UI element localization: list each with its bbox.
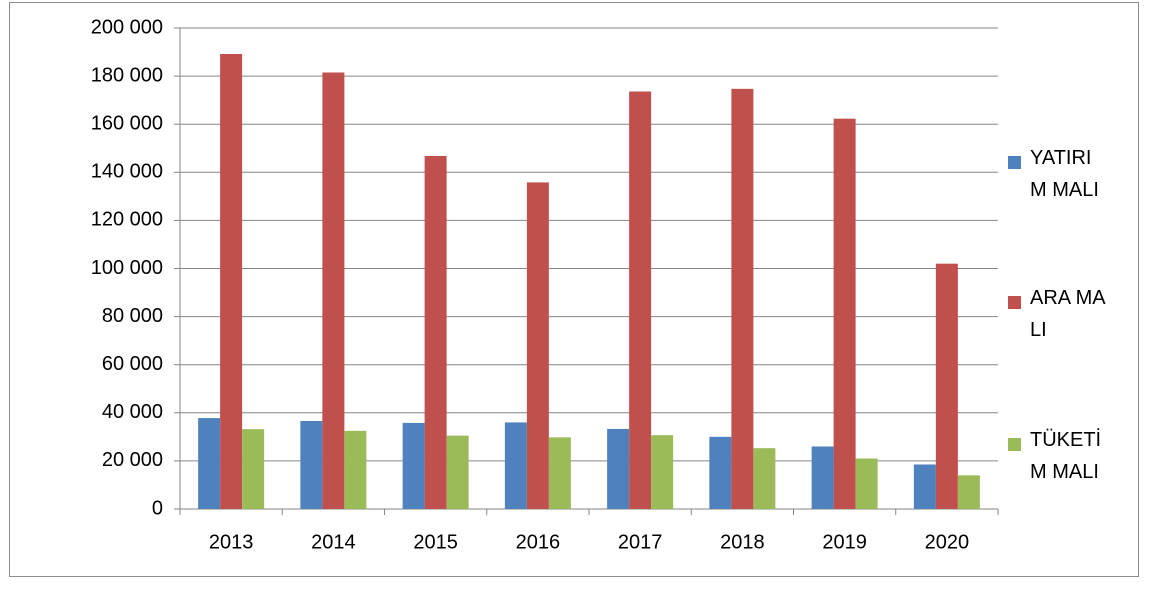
legend-swatch — [1008, 438, 1021, 451]
legend-label: TÜKETİM MALI — [1030, 429, 1102, 483]
x-tick-label: 2017 — [618, 531, 663, 553]
bar — [629, 91, 652, 509]
x-tick-label: 2014 — [311, 531, 356, 553]
x-tick-label: 2018 — [720, 531, 765, 553]
bar — [322, 72, 345, 510]
bar — [913, 464, 936, 509]
legend-swatch — [1008, 296, 1021, 309]
chart-frame — [9, 2, 1139, 577]
x-tick-label: 2016 — [516, 531, 561, 553]
bar — [504, 422, 527, 509]
bar — [753, 448, 776, 509]
bar — [548, 437, 571, 509]
bar — [731, 88, 754, 509]
y-tick-label: 140 000 — [91, 161, 163, 183]
bar — [811, 446, 834, 509]
bar — [220, 53, 243, 509]
bar — [402, 422, 425, 509]
y-tick-label: 180 000 — [91, 64, 163, 86]
bar — [344, 430, 367, 509]
bar — [833, 118, 856, 509]
x-tick-label: 2019 — [822, 531, 867, 553]
bar — [242, 429, 265, 509]
y-tick-label: 40 000 — [102, 401, 163, 423]
legend-label: ARA MALI — [1030, 287, 1106, 341]
x-tick-label: 2013 — [209, 531, 254, 553]
legend-item: ARA MALI — [1008, 287, 1108, 346]
bar — [526, 182, 549, 509]
legend-label: YATIRIM MALI — [1030, 147, 1099, 201]
y-tick-label: 200 000 — [91, 16, 163, 38]
y-tick-label: 60 000 — [102, 353, 163, 375]
y-tick-label: 0 — [152, 497, 163, 519]
bar — [957, 475, 980, 509]
bar — [446, 435, 469, 509]
bar — [709, 436, 732, 509]
y-tick-label: 20 000 — [102, 449, 163, 471]
legend-item: YATIRIM MALI — [1008, 147, 1108, 206]
bar — [607, 428, 630, 509]
legend-item: TÜKETİM MALI — [1008, 429, 1108, 488]
x-tick-label: 2020 — [925, 531, 970, 553]
y-tick-label: 120 000 — [91, 209, 163, 231]
legend-swatch — [1008, 156, 1021, 169]
bar — [855, 458, 878, 509]
bar — [424, 155, 447, 510]
y-tick-label: 80 000 — [102, 305, 163, 327]
y-tick-label: 160 000 — [91, 112, 163, 134]
bar — [935, 263, 958, 509]
bar — [300, 420, 323, 509]
bar — [198, 418, 221, 509]
y-tick-label: 100 000 — [91, 257, 163, 279]
x-tick-label: 2015 — [413, 531, 458, 553]
bar — [651, 435, 674, 509]
